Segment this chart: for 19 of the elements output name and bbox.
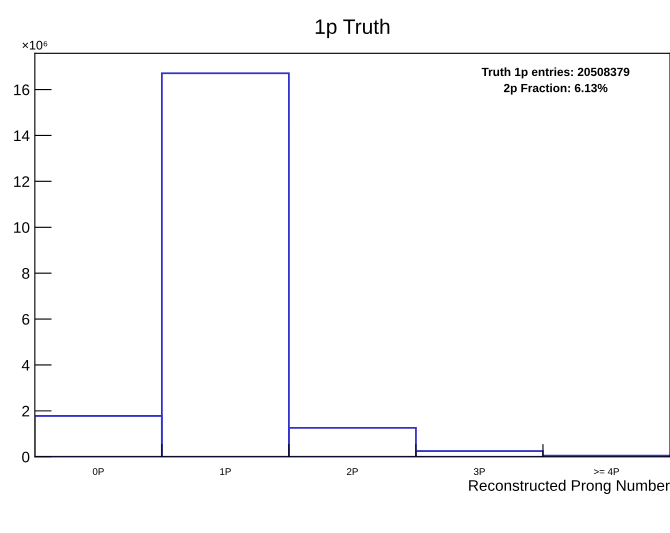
text: ×10⁶ [22, 40, 48, 50]
y-tick-label: 6 [22, 314, 30, 325]
y-tick-label: 12 [14, 176, 30, 187]
y-tick-label: 4 [22, 360, 30, 371]
x-tick-label: 1P [220, 468, 231, 475]
y-tick-label: 16 [14, 84, 30, 96]
x-tick-label: 2P [346, 468, 358, 475]
annotation: Truth 1p entries: 20508379 [482, 67, 630, 78]
x-tick-label: 0P [92, 468, 104, 476]
y-tick-label: 10 [14, 222, 30, 233]
y-tick-label: 2 [22, 406, 30, 416]
y-tick-label: 14 [14, 130, 30, 141]
x-tick-label: >= 4P [594, 468, 619, 475]
y-tick-label: 8 [22, 268, 30, 279]
x-axis-title: Reconstructed Prong Number [469, 480, 670, 494]
chart-title: 1p Truth [316, 18, 390, 38]
x-tick-label: 3P [474, 468, 485, 476]
annotation: 2p Fraction: 6.13% [504, 84, 608, 95]
y-tick-label: 0 [22, 452, 30, 462]
